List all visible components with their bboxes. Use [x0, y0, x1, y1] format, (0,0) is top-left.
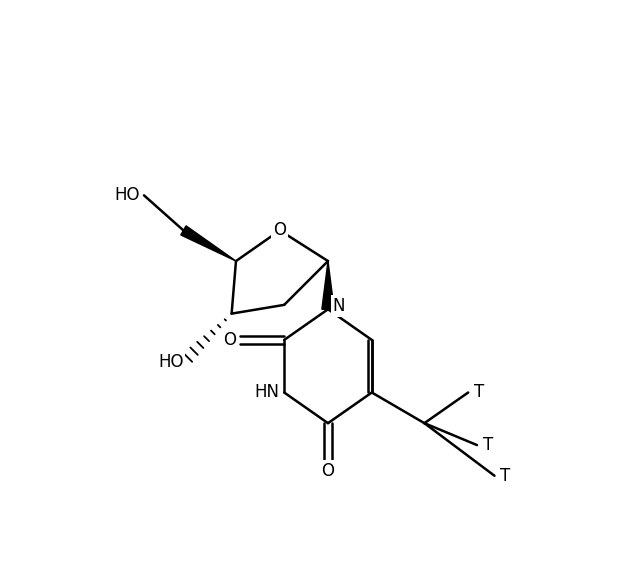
Polygon shape: [322, 261, 334, 310]
Text: N: N: [333, 297, 345, 315]
Text: T: T: [483, 436, 493, 454]
Text: T: T: [500, 467, 511, 485]
Polygon shape: [180, 226, 236, 261]
Text: O: O: [321, 463, 335, 480]
Text: HO: HO: [158, 353, 184, 371]
Text: O: O: [223, 331, 236, 349]
Text: O: O: [273, 221, 286, 240]
Text: T: T: [474, 384, 484, 402]
Text: HO: HO: [114, 186, 140, 204]
Text: HN: HN: [254, 384, 279, 402]
